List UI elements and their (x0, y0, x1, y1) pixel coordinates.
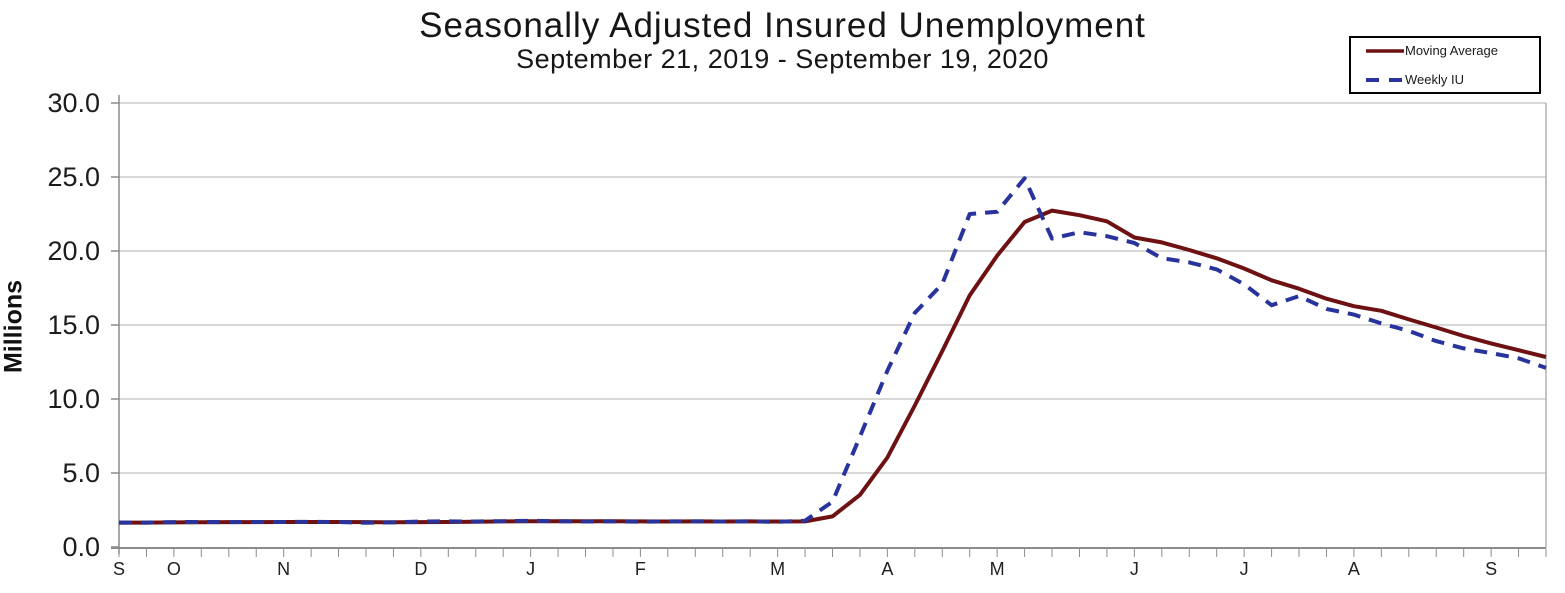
month-label: A (881, 559, 893, 579)
month-label: S (1485, 559, 1497, 579)
chart-legend: Moving Average Weekly IU (1349, 36, 1541, 94)
month-label: F (635, 559, 646, 579)
month-label: J (1240, 559, 1249, 579)
month-label: A (1348, 559, 1360, 579)
moving-average-line-swatch (1366, 48, 1404, 53)
month-label: M (770, 559, 785, 579)
month-label: N (277, 559, 290, 579)
month-label: S (113, 559, 125, 579)
month-label: J (1130, 559, 1139, 579)
month-label: D (414, 559, 427, 579)
month-label: O (167, 559, 181, 579)
weekly-iu-line (119, 176, 1547, 525)
y-tick-label: 0.0 (62, 532, 100, 562)
y-tick-label: 15.0 (47, 310, 100, 340)
y-tick-label: 30.0 (47, 88, 100, 118)
month-label: J (526, 559, 535, 579)
legend-label-weekly-iu: Weekly IU (1405, 72, 1464, 87)
y-tick-label: 20.0 (47, 236, 100, 266)
weekly-iu-dashed-line-swatch (1366, 77, 1404, 82)
legend-item-moving-average: Moving Average (1357, 43, 1533, 58)
y-tick-label: 25.0 (47, 162, 100, 192)
legend-item-weekly-iu: Weekly IU (1357, 72, 1533, 87)
y-tick-label: 10.0 (47, 384, 100, 414)
moving-average-line (119, 208, 1547, 525)
chart-subtitle: September 21, 2019 - September 19, 2020 (516, 44, 1049, 74)
month-label: M (990, 559, 1005, 579)
chart-title: Seasonally Adjusted Insured Unemployment (419, 6, 1146, 45)
y-tick-label: 5.0 (62, 458, 100, 488)
legend-label-moving-average: Moving Average (1405, 43, 1498, 58)
